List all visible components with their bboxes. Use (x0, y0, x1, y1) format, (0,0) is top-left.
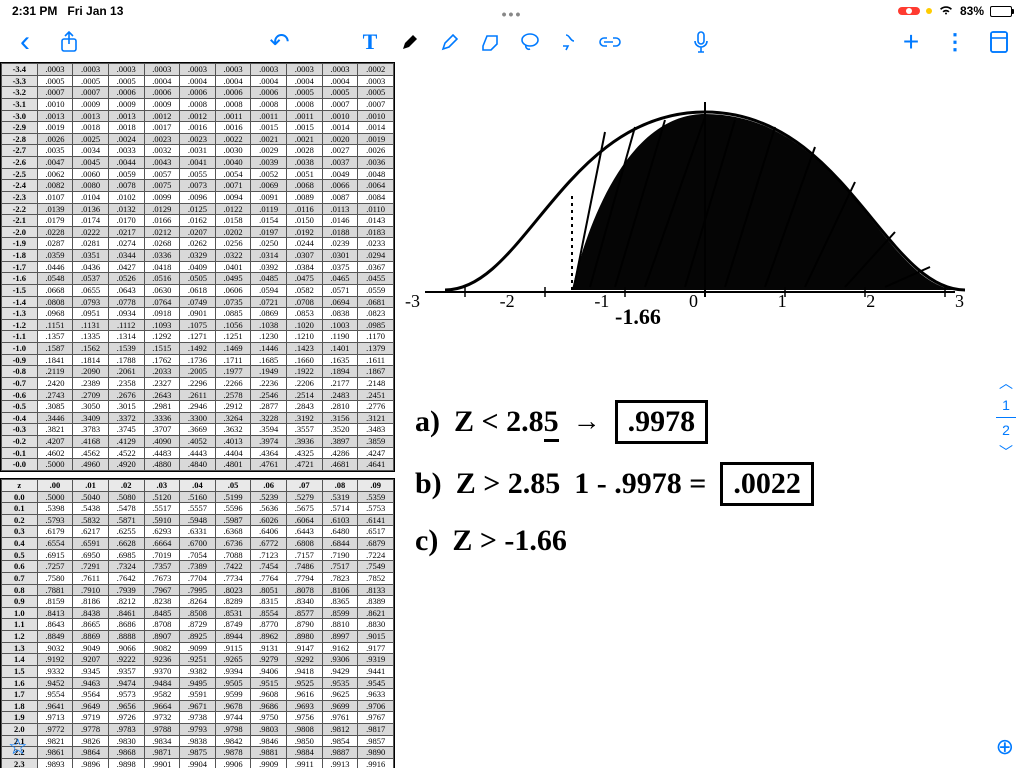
status-date: Fri Jan 13 (67, 4, 123, 18)
pencil-tool-icon[interactable] (439, 31, 461, 53)
arrow-icon: → (573, 406, 601, 438)
add-button[interactable]: + (900, 31, 922, 53)
text-tool-icon[interactable]: T (359, 31, 381, 53)
panel-button[interactable] (988, 31, 1010, 53)
eraser-tool-icon[interactable] (479, 31, 501, 53)
note-a-expr: Z < 2.85 (454, 405, 559, 439)
status-bar: 2:31 PM Fri Jan 13 ••• 83% (0, 0, 1024, 22)
page-sep (996, 417, 1016, 418)
normal-curve-chart: -3-2 -10 12 3 -1.66 (405, 72, 1004, 342)
note-a-prefix: a) (415, 405, 440, 439)
battery-icon (990, 6, 1012, 17)
more-button[interactable]: ⋮ (944, 31, 966, 53)
shade-boundary-label: -1.66 (615, 304, 661, 330)
lasso-tool-icon[interactable] (519, 31, 541, 53)
z-table-positive: z.00.01.02.03.04.05.06.07.08.090.0.5000.… (1, 479, 394, 768)
canvas-area[interactable]: -3-2 -10 12 3 -1.66 a) Z < 2.85 → .9978 … (395, 62, 1024, 768)
z-table-panel: -3.4.0003.0003.0003.0003.0003.0003.0003.… (0, 62, 395, 768)
wifi-icon (938, 4, 954, 19)
note-b-expr: Z > 2.85 (456, 467, 561, 501)
page-current: 1 (1002, 397, 1010, 413)
share-button[interactable] (58, 31, 80, 53)
recording-pill[interactable] (898, 7, 920, 15)
note-c-prefix: c) (415, 524, 438, 558)
page-total: 2 (1002, 422, 1010, 438)
note-a-answer: .9978 (615, 400, 709, 444)
mic-button[interactable] (690, 31, 712, 53)
pen-tool-icon[interactable] (399, 31, 421, 53)
grab-handle[interactable]: ••• (502, 6, 523, 22)
favorite-button[interactable]: ☆ (8, 734, 28, 760)
zoom-in-button[interactable]: ⊕ (996, 734, 1014, 760)
z-table-negative: -3.4.0003.0003.0003.0003.0003.0003.0003.… (1, 63, 394, 471)
shape-tool-icon[interactable] (559, 31, 581, 53)
axis-tick-labels: -3-2 -10 12 3 (405, 291, 964, 312)
toolbar: ‹ ↶ T + ⋮ (0, 22, 1024, 62)
battery-pct: 83% (960, 4, 984, 18)
page-up-icon[interactable]: ︿ (999, 373, 1013, 393)
page-indicator[interactable]: ︿ 1 2 ﹀ (996, 373, 1016, 462)
location-dot-icon (926, 8, 932, 14)
handwritten-notes: a) Z < 2.85 → .9978 b) Z > 2.85 1 - .997… (415, 382, 964, 576)
note-c-expr: Z > -1.66 (452, 524, 567, 558)
back-button[interactable]: ‹ (14, 31, 36, 53)
note-b-answer: .0022 (720, 462, 814, 506)
page-down-icon[interactable]: ﹀ (999, 442, 1013, 462)
note-b-prefix: b) (415, 467, 442, 501)
undo-button[interactable]: ↶ (269, 31, 291, 53)
link-tool-icon[interactable] (599, 31, 621, 53)
status-time: 2:31 PM (12, 4, 57, 18)
note-b-mid: 1 - .9978 = (574, 467, 706, 501)
